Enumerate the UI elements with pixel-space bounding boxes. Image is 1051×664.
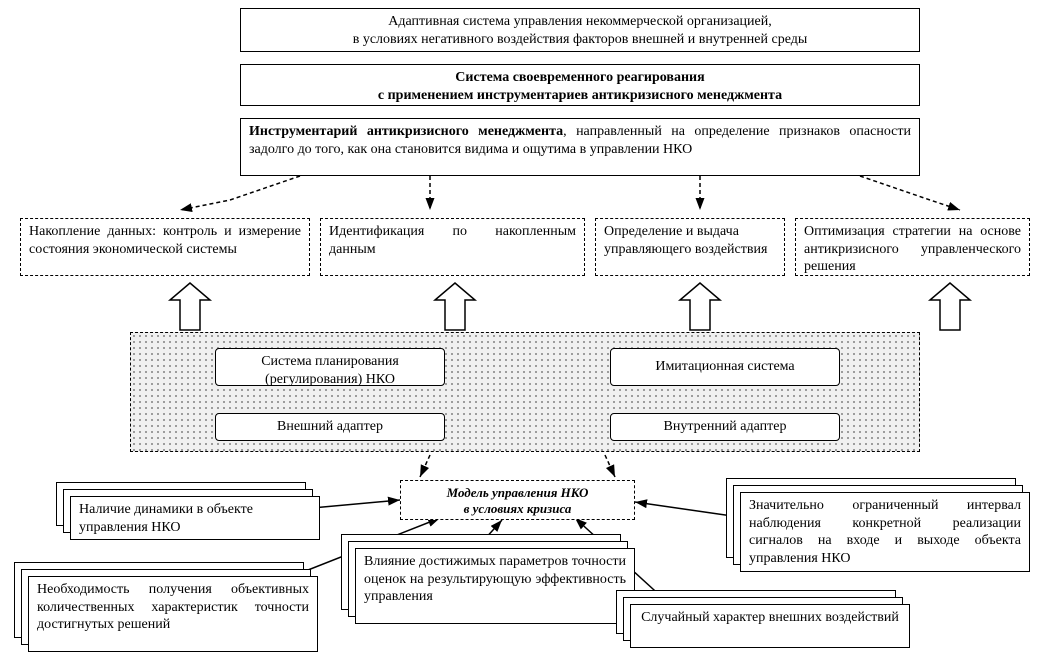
- note-1-text: Наличие динамики в объекте управления НК…: [71, 497, 319, 540]
- mid-left-top-text: Система планирования (регулирования) НКО: [216, 349, 444, 392]
- header-box-3-text: Инструментарий антикризисного менеджмент…: [241, 119, 919, 162]
- model-box: Модель управления НКО в условиях кризиса: [400, 480, 635, 520]
- header-box-3: Инструментарий антикризисного менеджмент…: [240, 118, 920, 176]
- model-box-text: Модель управления НКО в условиях кризиса: [401, 481, 634, 520]
- row-box-3: Определение и выдача управляющего воздей…: [595, 218, 785, 276]
- note-1: Наличие динамики в объекте управления НК…: [70, 496, 320, 540]
- note-2-text: Необходимость получения объективных коли…: [29, 577, 317, 638]
- mid-left-bot: Внешний адаптер: [215, 413, 445, 441]
- mid-right-bot: Внутренний адаптер: [610, 413, 840, 441]
- diagram-stage: Адаптивная система управления некоммерче…: [0, 0, 1051, 664]
- mid-left-bot-text: Внешний адаптер: [277, 418, 383, 436]
- note-4-text: Случайный характер внешних воздействий: [631, 605, 909, 631]
- mid-right-top: Имитационная система: [610, 348, 840, 386]
- row-box-1-text: Накопление данных: контроль и измерение …: [21, 219, 309, 262]
- row-box-1: Накопление данных: контроль и измерение …: [20, 218, 310, 276]
- row-box-4: Оптимизация стратегии на основе антикриз…: [795, 218, 1030, 276]
- note-3-text: Влияние достижимых параметров точности о…: [356, 549, 634, 610]
- header-box-1-text: Адаптивная система управления некоммерче…: [241, 9, 919, 52]
- mid-right-top-text: Имитационная система: [655, 358, 794, 376]
- note-4: Случайный характер внешних воздействий: [630, 604, 910, 648]
- header-box-1: Адаптивная система управления некоммерче…: [240, 8, 920, 52]
- note-3: Влияние достижимых параметров точности о…: [355, 548, 635, 624]
- header-box-2: Система своевременного реагирования с пр…: [240, 64, 920, 106]
- note-5: Значительно ограниченный интервал наблюд…: [740, 492, 1030, 572]
- row-box-4-text: Оптимизация стратегии на основе антикриз…: [796, 219, 1029, 280]
- mid-right-bot-text: Внутренний адаптер: [664, 418, 787, 436]
- mid-left-top: Система планирования (регулирования) НКО: [215, 348, 445, 386]
- row-box-3-text: Определение и выдача управляющего воздей…: [596, 219, 784, 262]
- header-box-2-text: Система своевременного реагирования с пр…: [241, 65, 919, 108]
- row-box-2-text: Идентификация по накопленным данным: [321, 219, 584, 262]
- note-2: Необходимость получения объективных коли…: [28, 576, 318, 652]
- note-5-text: Значительно ограниченный интервал наблюд…: [741, 493, 1029, 571]
- row-box-2: Идентификация по накопленным данным: [320, 218, 585, 276]
